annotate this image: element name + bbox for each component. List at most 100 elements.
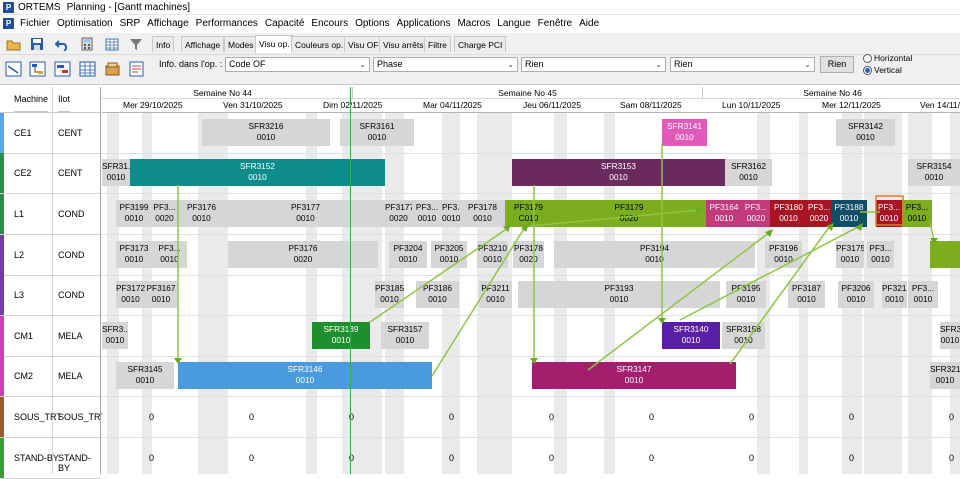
undo-icon[interactable] xyxy=(53,35,71,53)
open-folder-icon[interactable] xyxy=(4,35,22,53)
info-select-3[interactable]: Rien ⌄ xyxy=(521,57,666,72)
operation-bar[interactable]: PF3176 0020 xyxy=(228,241,378,268)
operation-bar[interactable]: PF3180 0010 xyxy=(770,200,807,227)
machine-row[interactable]: CE1 CENT xyxy=(0,113,100,154)
operation-bar[interactable]: SFR3157 0010 xyxy=(381,322,429,349)
operation-bar[interactable]: PF3205 0010 xyxy=(431,241,467,268)
menu-capacite[interactable]: Capacité xyxy=(264,18,305,29)
horizontal-radio[interactable]: Horizontal xyxy=(863,53,912,63)
operation-bar[interactable]: PF3206 0010 xyxy=(838,281,874,308)
operation-bar[interactable]: PF3178 0010 xyxy=(460,200,505,227)
document-icon[interactable]: P xyxy=(3,18,14,29)
operation-bar[interactable]: PF3195 0010 xyxy=(726,281,766,308)
operation-bar[interactable]: PF3187 0010 xyxy=(788,281,825,308)
operation-bar[interactable] xyxy=(930,241,960,268)
operation-bar[interactable]: PF3164 0010 xyxy=(706,200,742,227)
machine-row[interactable]: L1 COND xyxy=(0,194,100,235)
machine-row[interactable]: L2 COND xyxy=(0,235,100,276)
tab-affichage[interactable]: Affichage xyxy=(181,36,225,52)
operation-bar[interactable]: SFR3142 0010 xyxy=(836,119,895,146)
menu-aide[interactable]: Aide xyxy=(579,18,600,29)
operation-bar[interactable]: SFR3145 0010 xyxy=(116,362,174,389)
operation-bar[interactable]: PF3210 0010 xyxy=(477,241,508,268)
vertical-radio[interactable]: Vertical xyxy=(863,65,902,75)
tab-visu-op[interactable]: Visu op. xyxy=(255,35,294,53)
operation-bar[interactable]: PF3...0010 xyxy=(442,200,460,227)
machine-row[interactable]: STAND-BY STAND-BY xyxy=(0,438,100,479)
menu-fenetre[interactable]: Fenêtre xyxy=(537,18,573,29)
operation-bar[interactable]: PF3173 0010 xyxy=(116,241,152,268)
operation-bar[interactable]: PF3177 0010 xyxy=(226,200,385,227)
operation-bar[interactable]: PF3178 0020 xyxy=(513,241,544,268)
menu-affichage[interactable]: Affichage xyxy=(147,18,189,29)
operation-bar[interactable]: PF3196 0010 xyxy=(765,241,802,268)
operation-bar[interactable]: PF3188 0010 xyxy=(831,200,867,227)
operation-bar[interactable]: SFR3139 0010 xyxy=(312,322,370,349)
menu-encours[interactable]: Encours xyxy=(311,18,349,29)
machine-row[interactable]: CE2 CENT xyxy=(0,153,100,194)
operation-bar[interactable]: PF3... 0020 xyxy=(742,200,770,227)
menu-optimisation[interactable]: Optimisation xyxy=(57,18,113,29)
operation-bar[interactable]: SFR3162 0010 xyxy=(725,159,772,186)
grid-view-icon[interactable] xyxy=(78,60,96,78)
operation-bar[interactable]: PF3167 0010 xyxy=(145,281,177,308)
operation-bar[interactable]: PF3172 0010 xyxy=(116,281,145,308)
operation-bar[interactable]: PF3...0010 xyxy=(867,241,894,268)
tab-modes[interactable]: Modes xyxy=(224,36,258,52)
calculator-icon[interactable] xyxy=(78,35,96,53)
operation-bar[interactable]: SFR3161 0010 xyxy=(340,119,414,146)
operation-bar[interactable]: SFR3152 0010 xyxy=(130,159,385,186)
save-icon[interactable] xyxy=(28,35,46,53)
table-icon[interactable] xyxy=(103,35,121,53)
menu-srp[interactable]: SRP xyxy=(119,18,141,29)
gantt-chart[interactable]: Semaine No 44 Semaine No 45 Semaine No 4… xyxy=(102,87,960,474)
info-select-4[interactable]: Rien ⌄ xyxy=(670,57,815,72)
link-view-icon[interactable] xyxy=(28,60,46,78)
operation-bar[interactable]: SFR31...0010 xyxy=(102,159,130,186)
tab-info[interactable]: Info xyxy=(152,36,175,52)
operation-bar[interactable]: PF3199 0010 xyxy=(116,200,152,227)
operation-bar[interactable]: PF3194 0010 xyxy=(554,241,755,268)
operation-bar[interactable]: PF3185 0010 xyxy=(375,281,404,308)
operation-bar[interactable]: SFR3141 0010 xyxy=(662,119,707,146)
tab-visu-arrets[interactable]: Visu arrêts xyxy=(379,36,428,52)
tab-visu-of[interactable]: Visu OF xyxy=(344,36,383,52)
stock-view-icon[interactable] xyxy=(103,60,121,78)
operation-bar[interactable]: PF3175 0010 xyxy=(836,241,864,268)
operation-bar[interactable]: PF3...0010 xyxy=(152,241,187,268)
machine-row[interactable]: L3 COND xyxy=(0,275,100,316)
menu-macros[interactable]: Macros xyxy=(457,18,491,29)
gantt-view-icon[interactable] xyxy=(4,60,22,78)
report-view-icon[interactable] xyxy=(127,60,145,78)
operation-bar[interactable]: PF3...0010 xyxy=(876,200,902,227)
machine-column-header[interactable]: Machine xyxy=(14,87,49,112)
operation-bar[interactable]: PF3193 0010 xyxy=(518,281,720,308)
tab-couleurs-op[interactable]: Couleurs op. xyxy=(291,36,348,52)
rien-button[interactable]: Rien xyxy=(820,56,854,73)
operation-bar[interactable]: SFR3147 0010 xyxy=(532,362,736,389)
operation-bar[interactable]: PF32120010 xyxy=(882,281,907,308)
operation-bar[interactable]: PF3179 0020 xyxy=(552,200,706,227)
tab-filtre[interactable]: Filtre xyxy=(424,36,451,52)
operation-bar[interactable]: PF3... 0020 xyxy=(807,200,831,227)
operation-bar[interactable]: SFR3154 0010 xyxy=(908,159,960,186)
operation-bar[interactable]: SFR3140 0010 xyxy=(662,322,720,349)
menu-performances[interactable]: Performances xyxy=(195,18,258,29)
operation-bar[interactable]: PF3...0010 xyxy=(412,200,442,227)
info-select-1[interactable]: Code OF ⌄ xyxy=(225,57,370,72)
operation-bar[interactable]: SFR3216 0010 xyxy=(202,119,330,146)
operation-bar[interactable]: SFR3158 0010 xyxy=(722,322,765,349)
operation-bar[interactable]: PF3179 C010 xyxy=(505,200,552,227)
operation-bar[interactable]: SFR3153 0010 xyxy=(512,159,725,186)
ilot-column-header[interactable]: Ilot xyxy=(58,87,71,112)
tab-charge-pci[interactable]: Charge PCI xyxy=(454,36,507,52)
machine-row[interactable]: CM2 MELA xyxy=(0,356,100,397)
menu-applications[interactable]: Applications xyxy=(396,18,451,29)
machine-row[interactable]: CM1 MELA xyxy=(0,316,100,357)
operation-view-icon[interactable] xyxy=(53,60,71,78)
filter-icon[interactable] xyxy=(127,35,145,53)
operation-bar[interactable]: PF3... 0020 xyxy=(152,200,177,227)
operation-bar[interactable]: PF3186 0010 xyxy=(416,281,459,308)
menu-fichier[interactable]: Fichier xyxy=(20,18,51,29)
operation-bar[interactable]: PF3177 0020 xyxy=(385,200,412,227)
